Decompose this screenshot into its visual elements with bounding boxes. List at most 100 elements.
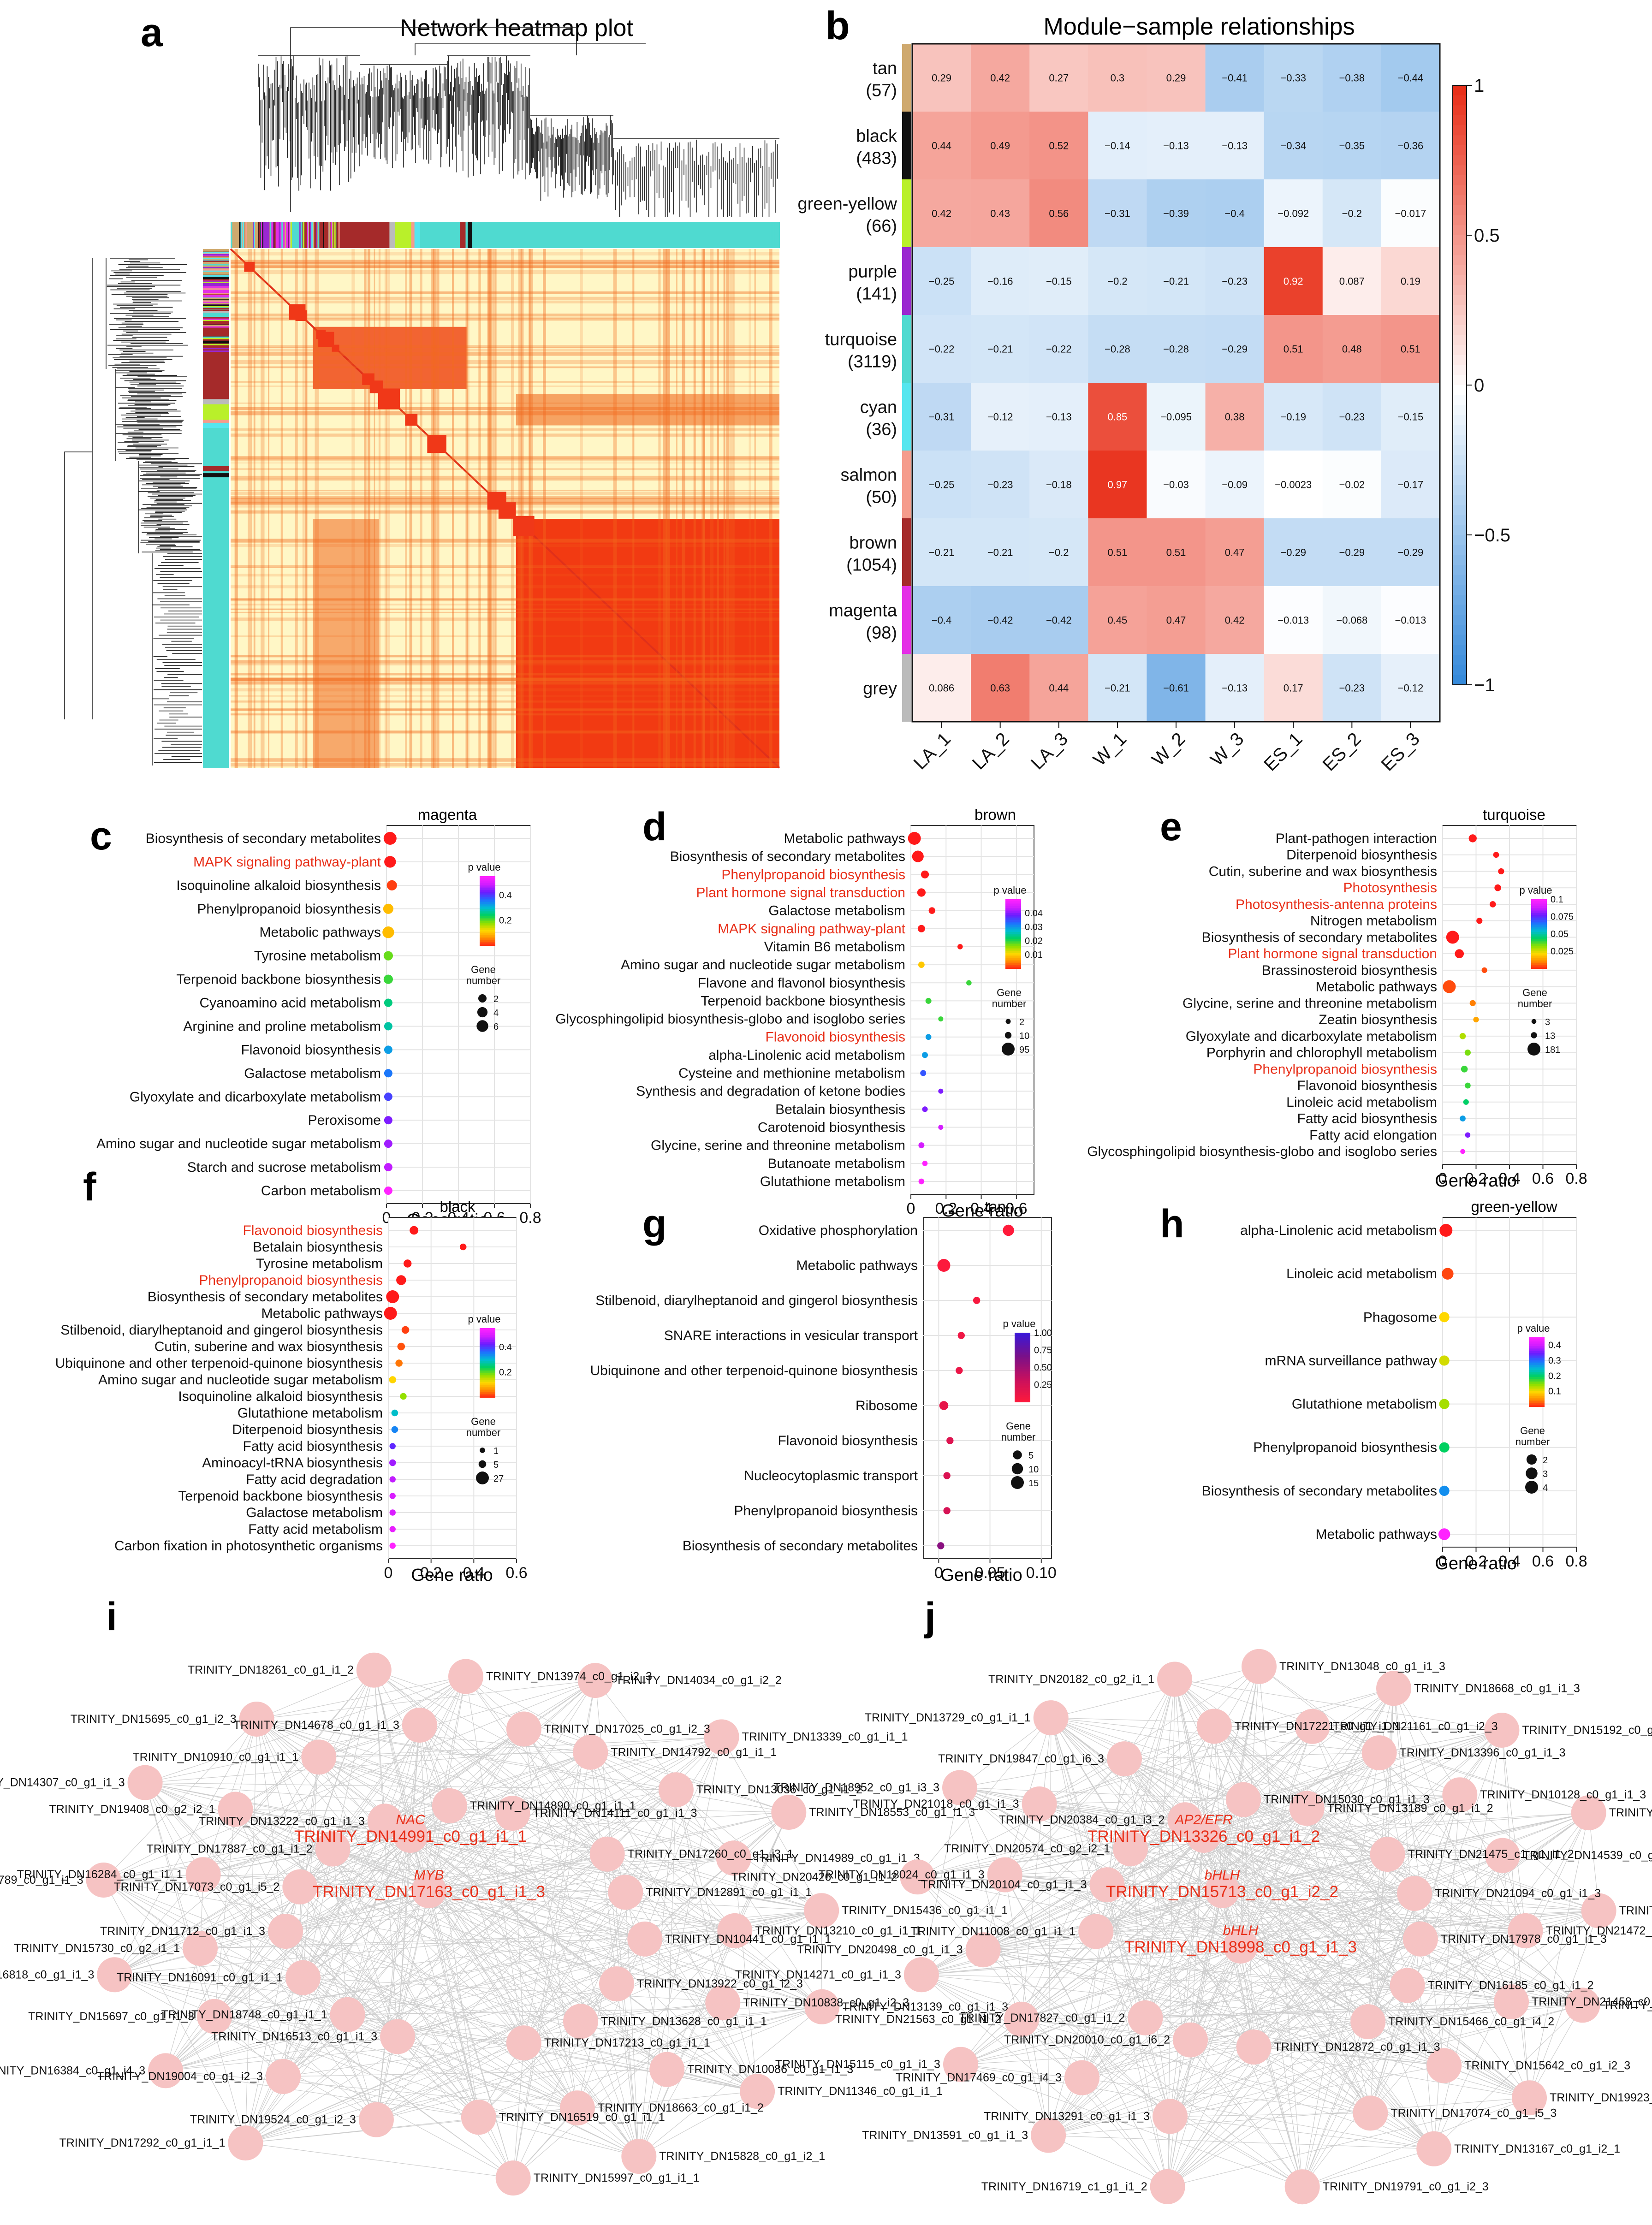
network-node <box>1376 1671 1411 1706</box>
heatmap-stripe <box>729 249 733 768</box>
heatmap-stripe <box>231 475 779 479</box>
module-count-label: (36) <box>866 420 897 439</box>
legend-colorbar-segment <box>1531 965 1547 967</box>
node-label: TRINITY_DN16818_c0_g1_i1_3 <box>0 1968 94 1981</box>
term-label: Photosynthesis <box>1343 880 1437 896</box>
cell-value-label: 0.56 <box>1049 208 1069 220</box>
term-label: Cysteine and methionine metabolism <box>678 1066 905 1081</box>
term-label: MAPK signaling pathway-plant <box>193 854 381 870</box>
term-dot <box>384 1045 392 1054</box>
legend-size-dot <box>478 994 487 1003</box>
term-label: Phenylpropanoid biosynthesis <box>734 1503 918 1519</box>
network-node <box>1157 1661 1192 1697</box>
heatmap-stripe <box>231 635 779 637</box>
term-label: Phenylpropanoid biosynthesis <box>721 867 905 882</box>
legend-colorbar-segment <box>1531 935 1547 938</box>
term-dot <box>1439 1399 1450 1409</box>
cell-value-label: 0.44 <box>1049 682 1069 694</box>
legend-size-dot <box>1531 1032 1537 1038</box>
module-color-swatch <box>902 451 911 518</box>
top-strip-tick <box>243 222 244 248</box>
term-dot <box>1461 1066 1468 1073</box>
cell-value-label: −0.41 <box>1222 72 1248 84</box>
cell-value-label: −0.15 <box>1398 411 1424 423</box>
legend-colorbar-segment <box>480 1343 495 1346</box>
network-node <box>573 1734 608 1770</box>
network-node <box>1107 1741 1142 1777</box>
heatmap-cell <box>1381 44 1440 112</box>
legend-colorbar-segment <box>1531 934 1547 936</box>
legend-colorbar-segment <box>480 897 495 899</box>
left-strip-tick <box>203 348 229 350</box>
panel-d-kegg-brown: d brown Gene ratio Metabolic pathwaysBio… <box>555 805 1043 1221</box>
legend-colorbar-segment <box>480 1350 495 1353</box>
legend-colorbar-segment <box>1531 963 1547 966</box>
row-dendrogram <box>64 258 202 765</box>
left-strip-segment <box>203 763 229 765</box>
heatmap-stripe <box>231 574 779 577</box>
heatmap-stripe <box>351 249 355 768</box>
top-strip-segment <box>458 222 461 248</box>
node-label: TRINITY_DN14890_c0_g1_i1_1 <box>470 1799 636 1812</box>
scale-segment <box>1453 245 1467 256</box>
cell-value-label: 0.27 <box>1049 72 1069 84</box>
network-node <box>942 1770 977 1805</box>
heatmap-cell <box>1147 179 1206 248</box>
legend-colorbar-segment <box>1015 1365 1030 1368</box>
term-dot <box>1464 1049 1471 1056</box>
legend-colorbar-segment <box>1005 925 1021 927</box>
term-dot <box>1493 852 1499 858</box>
hub-annotation: NAC <box>396 1812 425 1827</box>
heatmap-stripe <box>231 673 779 676</box>
heatmap-stripe <box>754 249 756 768</box>
legend-colorbar-segment <box>480 1364 495 1367</box>
node-label: TRINITY_DN11712_c0_g1_i1_3 <box>100 1925 265 1938</box>
left-strip-tick <box>203 252 229 254</box>
scale-segment <box>1453 95 1467 106</box>
heatmap-diagonal-block <box>495 499 501 505</box>
legend-colorbar-segment <box>480 1394 495 1396</box>
term-dot <box>384 1116 392 1125</box>
scale-segment <box>1453 225 1467 236</box>
heatmap-cell <box>1322 247 1382 315</box>
node-label: TRINITY_DN20384_c0_g1_i3_2 <box>998 1813 1165 1826</box>
heatmap-cell <box>971 586 1030 654</box>
legend-colorbar-segment <box>1005 961 1021 964</box>
legend-n-title: Gene <box>471 1416 496 1427</box>
top-strip-segment <box>414 222 421 248</box>
top-strip-tick <box>285 222 286 248</box>
legend-colorbar-segment <box>1015 1377 1030 1380</box>
cell-value-label: 0.51 <box>1284 344 1303 355</box>
heatmap-stripe <box>231 291 779 294</box>
legend-colorbar-segment <box>1529 1396 1545 1399</box>
heatmap-stripe <box>518 249 522 768</box>
left-strip-tick <box>203 350 229 352</box>
network-node <box>589 1836 625 1872</box>
hub-node-label: TRINITY_DN15713_c0_g1_i2_2 <box>1106 1883 1338 1901</box>
cell-value-label: −0.29 <box>1398 547 1424 558</box>
cell-value-label: 0.51 <box>1107 547 1127 558</box>
legend-colorbar-segment <box>1015 1374 1030 1377</box>
node-label: TRINITY_DN17827_c0_g1_i1_2 <box>959 2011 1125 2024</box>
term-dot <box>1469 1000 1476 1006</box>
term-dot <box>939 1401 949 1410</box>
top-strip-segment <box>465 222 469 248</box>
term-dot <box>386 1290 399 1303</box>
panel-f-xlabel: Gene ratio <box>411 1566 493 1585</box>
network-node <box>301 1739 337 1775</box>
top-strip-tick <box>307 222 309 248</box>
heatmap-cell <box>1205 112 1265 180</box>
left-strip-segment <box>203 420 229 423</box>
heatmap-stripe <box>231 682 779 685</box>
term-label: Brassinosteroid biosynthesis <box>1262 963 1437 978</box>
left-strip-tick <box>203 308 229 309</box>
module-name-label: cyan <box>860 398 897 417</box>
term-label: Amino sugar and nucleotide sugar metabol… <box>96 1136 381 1151</box>
heatmap-cell <box>1205 315 1265 383</box>
panel-d-title: brown <box>975 806 1016 823</box>
legend-size-dot <box>1526 1454 1537 1465</box>
network-node <box>1390 1968 1425 2003</box>
top-strip-tick <box>297 222 298 248</box>
legend-colorbar-segment <box>480 1354 495 1356</box>
